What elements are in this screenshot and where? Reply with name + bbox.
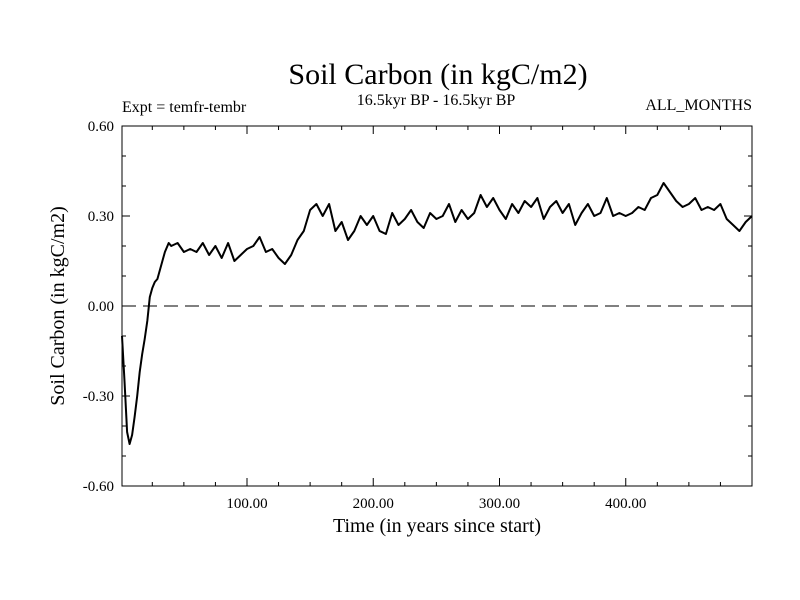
chart-title: Soil Carbon (in kgC/m2) xyxy=(288,58,587,91)
period-label: 16.5kyr BP - 16.5kyr BP xyxy=(357,92,516,109)
soil-carbon-series-line xyxy=(121,182,753,445)
y-tick-label: -0.60 xyxy=(83,479,114,495)
y-tick-label: 0.00 xyxy=(88,299,114,315)
y-tick-label: 0.30 xyxy=(88,209,114,225)
axis-ticks: -0.60 -0.30 0.00 0.30 0.60 100.00 200.00 300.00… xyxy=(83,119,752,512)
y-tick-label: 0.60 xyxy=(88,119,114,135)
months-label: ALL_MONTHS xyxy=(645,97,752,114)
y-axis-label: Soil Carbon (in kgC/m2) xyxy=(47,206,69,405)
x-axis-label: Time (in years since start) xyxy=(333,515,541,537)
y-tick-label: -0.30 xyxy=(83,389,114,405)
experiment-label: Expt = temfr-tembr xyxy=(122,99,247,116)
x-tick-label: 200.00 xyxy=(353,496,394,512)
x-tick-label: 100.00 xyxy=(226,496,267,512)
x-tick-label: 300.00 xyxy=(479,496,520,512)
x-tick-label: 400.00 xyxy=(605,496,646,512)
